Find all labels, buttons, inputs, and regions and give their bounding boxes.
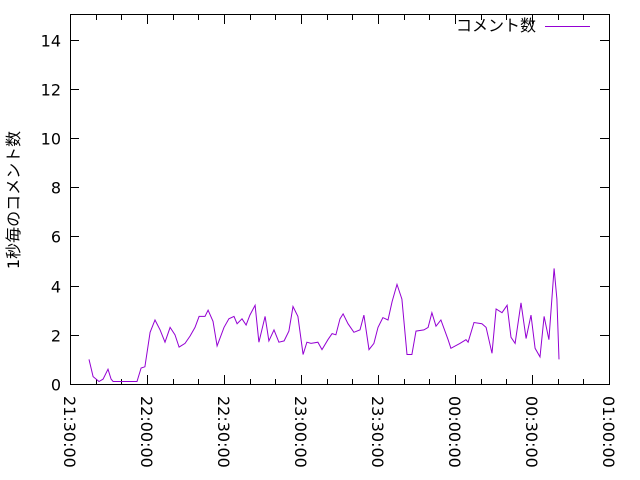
y-tick-label: 10 <box>41 130 61 149</box>
series-line <box>88 268 560 383</box>
y-tick-label: 6 <box>51 228 61 247</box>
x-tick-label: 21:30:00 <box>60 396 79 468</box>
x-tick-label: 22:30:00 <box>214 396 233 468</box>
x-tick-label: 23:00:00 <box>291 396 310 468</box>
x-tick-label: 00:30:00 <box>522 396 541 468</box>
y-tick-label: 12 <box>41 81 61 100</box>
y-tick-label: 14 <box>41 32 61 51</box>
y-tick-label: 2 <box>51 327 61 346</box>
y-tick-labels: 0 2 4 6 8 10 12 14 <box>41 32 61 395</box>
legend-label: コメント数 <box>456 16 536 35</box>
y-tick-label: 4 <box>51 278 61 297</box>
y-tick-label: 8 <box>51 179 61 198</box>
data-points <box>88 268 559 382</box>
ticks <box>70 15 610 385</box>
plot-border <box>70 14 610 385</box>
x-tick-label: 23:30:00 <box>368 396 387 468</box>
y-tick-label: 0 <box>51 376 61 395</box>
x-tick-label: 01:00:00 <box>599 396 618 468</box>
x-tick-labels: 21:30:00 22:00:00 22:30:00 23:00:00 23:30:00… <box>60 396 618 468</box>
x-tick-label: 00:00:00 <box>445 396 464 468</box>
legend: コメント数 <box>456 16 590 35</box>
x-tick-label: 22:00:00 <box>137 396 156 468</box>
y-axis-label: 1秒毎のコメント数 <box>4 131 23 269</box>
